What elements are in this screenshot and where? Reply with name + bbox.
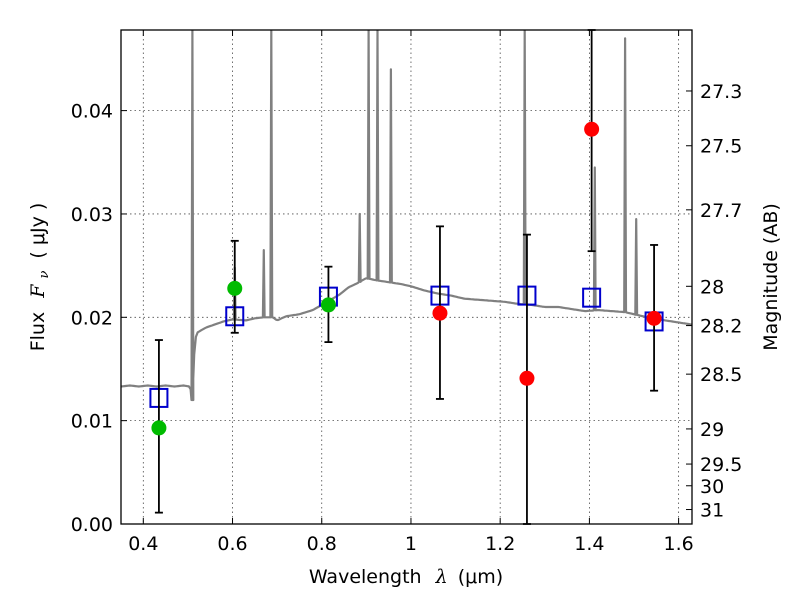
y-tick-label: 0.02 bbox=[71, 307, 113, 329]
x-axis-label-unit: (μm) bbox=[458, 566, 503, 588]
square-marker bbox=[582, 287, 602, 308]
x-axis-label-symbol: λ bbox=[435, 566, 448, 588]
y-tick-label: 0.04 bbox=[71, 101, 113, 123]
y-tick-label: 0.03 bbox=[71, 204, 113, 226]
y2-tick-label: 31 bbox=[700, 500, 724, 522]
x-tick-label: 1.2 bbox=[485, 533, 515, 555]
y-axis-label-prefix: Flux bbox=[27, 312, 49, 352]
x-axis-label-prefix: Wavelength bbox=[309, 566, 422, 588]
circle-marker bbox=[584, 121, 600, 137]
circle-marker bbox=[320, 297, 336, 313]
grid-lines bbox=[121, 30, 692, 525]
x-tick-label: 1 bbox=[405, 533, 417, 555]
x-tick-label: 1.4 bbox=[574, 533, 604, 555]
x-tick-label: 0.4 bbox=[128, 533, 158, 555]
y2-tick-label: 28 bbox=[700, 276, 724, 298]
y-tick-label: 0.00 bbox=[71, 514, 113, 536]
circle-marker bbox=[151, 420, 167, 436]
circle-marker bbox=[519, 370, 535, 386]
x-axis-label: Wavelength λ (μm) bbox=[309, 566, 503, 588]
y2-axis-label: Magnitude (AB) bbox=[760, 203, 782, 351]
y2-tick-label: 27.5 bbox=[700, 136, 742, 158]
y-axis-label-subscript: ν bbox=[37, 271, 52, 279]
y2-tick-label: 29 bbox=[700, 419, 724, 441]
plot-area bbox=[121, 30, 692, 402]
y2-tick-label: 28.5 bbox=[700, 364, 742, 386]
circle-marker bbox=[227, 280, 243, 296]
y2-tick-label: 28.2 bbox=[700, 316, 742, 338]
y-tick-label: 0.01 bbox=[71, 411, 113, 433]
y-axis-label-unit: ( μJy ) bbox=[27, 203, 49, 259]
y-axis-label: Flux F ν ( μJy ) bbox=[27, 203, 53, 352]
x-tick-label: 1.6 bbox=[664, 533, 694, 555]
y-axis-label-symbol: F bbox=[27, 284, 49, 299]
x-tick-label: 0.8 bbox=[307, 533, 337, 555]
y2-tick-label: 27.3 bbox=[700, 81, 742, 103]
y2-tick-label: 27.7 bbox=[700, 200, 742, 222]
spectrum-line bbox=[121, 30, 692, 402]
circle-marker bbox=[432, 305, 448, 321]
axis-ticks: 0.4 0.6 0.8 1 1.2 1.4 1.6 0.00 0.01 0.02 0.03 0.04 2… bbox=[71, 30, 742, 555]
y2-tick-label: 29.5 bbox=[700, 454, 742, 476]
x-tick-label: 0.6 bbox=[217, 533, 247, 555]
plot-frame bbox=[120, 29, 693, 525]
circle-marker bbox=[646, 310, 662, 326]
y2-tick-label: 30 bbox=[700, 476, 724, 498]
